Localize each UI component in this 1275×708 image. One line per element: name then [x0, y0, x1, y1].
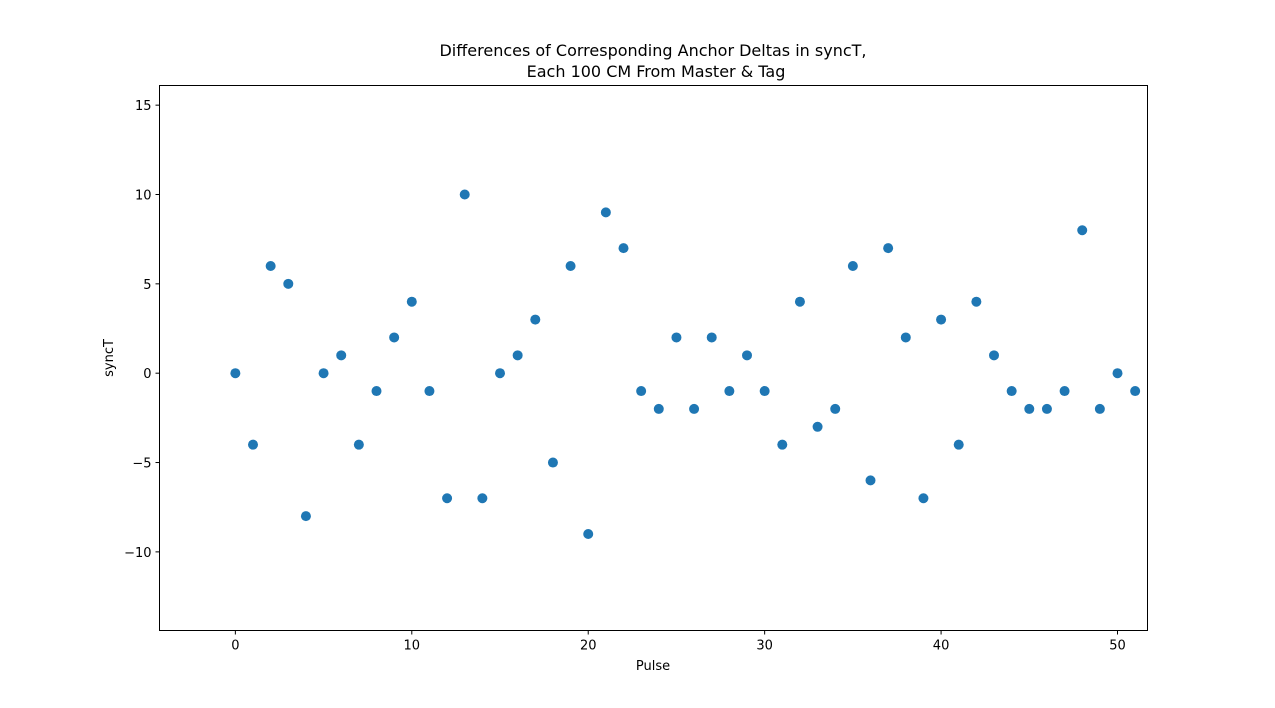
y-tick-label: −10 — [124, 546, 151, 561]
data-point — [1077, 225, 1088, 236]
data-point — [565, 260, 576, 271]
data-point — [706, 332, 717, 343]
data-point — [742, 350, 753, 361]
data-point — [971, 296, 982, 307]
data-point — [1059, 386, 1070, 397]
scatter-points — [230, 189, 1141, 540]
data-point — [812, 421, 823, 432]
y-tick-label: 0 — [143, 367, 151, 382]
data-point — [583, 529, 594, 540]
data-point — [953, 439, 964, 450]
x-tick-label: 50 — [1109, 639, 1126, 654]
data-point — [353, 439, 364, 450]
x-tick-label: 30 — [756, 639, 773, 654]
data-point — [318, 368, 329, 379]
data-point — [336, 350, 347, 361]
data-point — [918, 493, 929, 504]
x-tick-label: 0 — [231, 639, 239, 654]
data-point — [442, 493, 453, 504]
y-tick-label: 10 — [135, 189, 152, 204]
y-tick-label: −5 — [132, 457, 151, 472]
data-point — [477, 493, 488, 504]
x-tick-label: 20 — [580, 639, 597, 654]
chart-title-line-1: Differences of Corresponding Anchor Delt… — [439, 41, 866, 60]
x-tick-label: 10 — [404, 639, 421, 654]
data-point — [936, 314, 947, 325]
y-tick-label: 15 — [135, 99, 152, 114]
data-point — [512, 350, 523, 361]
data-point — [424, 386, 435, 397]
data-point — [1112, 368, 1123, 379]
data-point — [865, 475, 876, 486]
data-point — [777, 439, 788, 450]
data-point — [600, 207, 611, 218]
data-point — [847, 260, 858, 271]
data-point — [689, 403, 700, 414]
data-point — [989, 350, 1000, 361]
data-point — [547, 457, 558, 468]
data-point — [900, 332, 911, 343]
x-axis-label: Pulse — [636, 659, 670, 674]
data-point — [794, 296, 805, 307]
x-axis-ticks: 0 10 20 30 40 50 — [231, 630, 1126, 654]
data-point — [671, 332, 682, 343]
data-point — [618, 243, 629, 254]
data-point — [1130, 386, 1141, 397]
data-point — [300, 511, 311, 522]
data-point — [1006, 386, 1017, 397]
data-point — [371, 386, 382, 397]
data-point — [495, 368, 506, 379]
data-point — [283, 278, 294, 289]
data-point — [230, 368, 241, 379]
data-point — [389, 332, 400, 343]
data-point — [265, 260, 276, 271]
x-tick-label: 40 — [933, 639, 950, 654]
data-point — [459, 189, 470, 200]
data-point — [653, 403, 664, 414]
chart-title-line-2: Each 100 CM From Master & Tag — [527, 62, 786, 81]
data-point — [1094, 403, 1105, 414]
plot-area-frame — [159, 85, 1148, 631]
data-point — [1024, 403, 1035, 414]
data-point — [830, 403, 841, 414]
data-point — [759, 386, 770, 397]
data-point — [724, 386, 735, 397]
data-point — [248, 439, 259, 450]
data-point — [1041, 403, 1052, 414]
y-axis-label: syncT — [102, 339, 117, 377]
data-point — [883, 243, 894, 254]
data-point — [530, 314, 541, 325]
y-tick-label: 5 — [143, 278, 151, 293]
data-point — [406, 296, 417, 307]
data-point — [636, 386, 647, 397]
y-axis-ticks: −10 −5 0 5 10 15 — [124, 99, 160, 561]
